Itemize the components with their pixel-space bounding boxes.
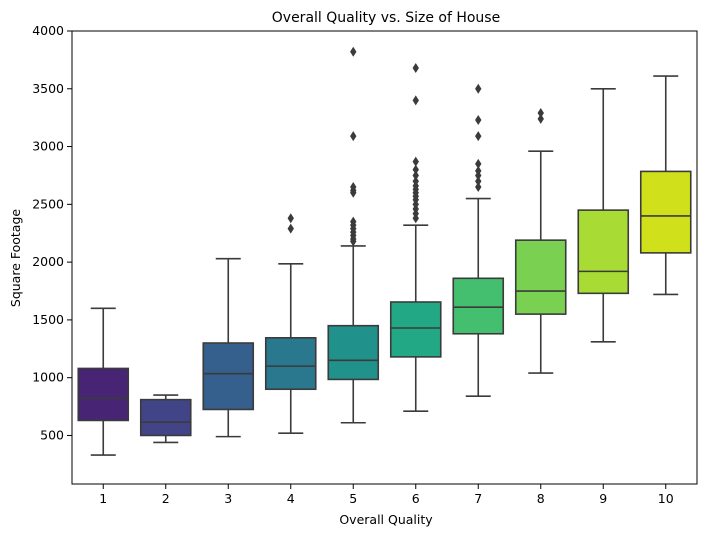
outlier-point (412, 95, 419, 106)
box-6 (389, 301, 442, 358)
x-tick-label: 3 (224, 491, 232, 506)
x-tick-label: 9 (599, 491, 607, 506)
outlier-point (475, 182, 482, 193)
outlier-point (412, 164, 419, 175)
outlier-point (412, 170, 419, 181)
y-tick-label: 500 (40, 427, 64, 442)
outlier-point (475, 165, 482, 176)
outlier-point (475, 114, 482, 125)
outlier-point (475, 158, 482, 169)
y-tick-label: 4000 (32, 23, 64, 38)
x-tick-label: 5 (349, 491, 357, 506)
box-10 (639, 170, 692, 254)
outlier-point (350, 46, 357, 57)
outlier-point (412, 176, 419, 187)
y-tick-label: 2000 (32, 254, 64, 269)
outlier-point (350, 216, 357, 227)
box-8 (514, 239, 567, 315)
outlier-point (475, 83, 482, 94)
box-5 (327, 324, 380, 381)
y-tick-label: 1000 (32, 370, 64, 385)
plot-frame (71, 30, 698, 485)
box-2 (139, 398, 192, 437)
x-tick-label: 4 (287, 491, 295, 506)
box-1 (77, 367, 130, 422)
box-9 (577, 209, 630, 295)
x-axis-label: Overall Quality (339, 512, 433, 527)
outlier-point (475, 176, 482, 187)
outlier-point (412, 156, 419, 167)
box-3 (202, 342, 255, 411)
outlier-point (475, 131, 482, 142)
y-tick-label: 1500 (32, 312, 64, 327)
box-4 (264, 337, 317, 391)
y-axis-label: Square Footage (8, 209, 23, 308)
y-tick-label: 3500 (32, 81, 64, 96)
outlier-point (537, 108, 544, 119)
y-tick-label: 2500 (32, 196, 64, 211)
x-tick-label: 7 (474, 491, 482, 506)
chart-title: Overall Quality vs. Size of House (272, 10, 500, 26)
plot-area: 500 1000 1500 2000 2500 3000 3500 4000 1 2 3 4 5 6 7 8 9… (32, 23, 698, 506)
y-tick-label: 3000 (32, 139, 64, 154)
outlier-point (412, 62, 419, 73)
x-tick-label: 10 (658, 491, 674, 506)
box-7 (452, 277, 505, 335)
outlier-point (287, 213, 294, 224)
outlier-point (537, 113, 544, 124)
outlier-point (350, 131, 357, 142)
x-tick-label: 1 (99, 491, 107, 506)
outlier-point (350, 182, 357, 193)
x-tick-label: 6 (412, 491, 420, 506)
x-tick-label: 2 (162, 491, 170, 506)
outlier-point (287, 223, 294, 234)
x-tick-label: 8 (537, 491, 545, 506)
